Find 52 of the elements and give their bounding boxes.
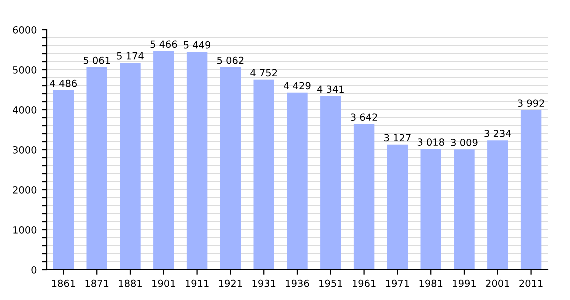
x-tick-label: 1911 xyxy=(186,280,209,288)
data-label: 4 752 xyxy=(250,69,278,77)
bar xyxy=(454,150,475,270)
data-label: 3 009 xyxy=(451,139,478,146)
y-tick-label: 0 xyxy=(32,266,37,274)
x-tick-label: 1881 xyxy=(119,280,142,288)
y-tick-label: 2000 xyxy=(13,186,37,194)
x-tick-label: 1981 xyxy=(420,280,443,288)
data-label: 5 062 xyxy=(218,56,244,64)
x-tick-label: 1901 xyxy=(152,280,176,288)
x-tick-label: 2011 xyxy=(520,280,543,288)
y-tick-label: 5000 xyxy=(13,66,37,74)
data-label: 3 127 xyxy=(384,134,411,142)
data-label: 3 018 xyxy=(418,138,444,146)
x-tick-label: 1961 xyxy=(352,280,376,288)
x-tick-label: 1931 xyxy=(252,280,276,288)
data-label: 3 234 xyxy=(484,130,512,138)
x-tick-label: 1921 xyxy=(219,280,242,288)
data-label: 4 486 xyxy=(50,80,78,88)
bar xyxy=(520,110,542,270)
data-label: 3 642 xyxy=(351,114,378,122)
bar xyxy=(320,96,342,270)
y-tick-label: 1000 xyxy=(14,226,37,234)
data-label: 5 466 xyxy=(150,40,178,48)
bar xyxy=(420,149,442,270)
x-tick-label: 1991 xyxy=(453,280,476,288)
data-label: 5 061 xyxy=(84,56,110,64)
bar xyxy=(220,68,242,270)
bar xyxy=(387,144,408,270)
bar xyxy=(53,90,74,270)
bar xyxy=(186,52,208,270)
bar xyxy=(86,68,108,270)
data-label: 4 341 xyxy=(317,86,344,94)
data-label: 5 174 xyxy=(117,52,144,60)
y-tick-label: 3000 xyxy=(13,146,37,154)
x-tick-label: 1871 xyxy=(86,280,109,288)
y-tick-label: 4000 xyxy=(13,106,37,114)
data-label: 3 992 xyxy=(518,100,544,108)
y-tick-label: 6000 xyxy=(13,26,37,34)
x-tick-label: 1861 xyxy=(52,280,76,288)
x-tick-label: 1971 xyxy=(386,280,410,288)
bar xyxy=(287,92,308,270)
x-tick-label: 1936 xyxy=(286,280,310,288)
bar xyxy=(120,63,141,270)
data-label: 4 429 xyxy=(284,82,311,90)
bar xyxy=(488,140,508,270)
bar xyxy=(254,80,274,270)
bar xyxy=(154,51,174,270)
data-label: 5 449 xyxy=(184,41,211,49)
x-tick-label: 1951 xyxy=(320,280,342,288)
bar xyxy=(354,124,375,270)
x-tick-label: 2001 xyxy=(486,280,510,288)
